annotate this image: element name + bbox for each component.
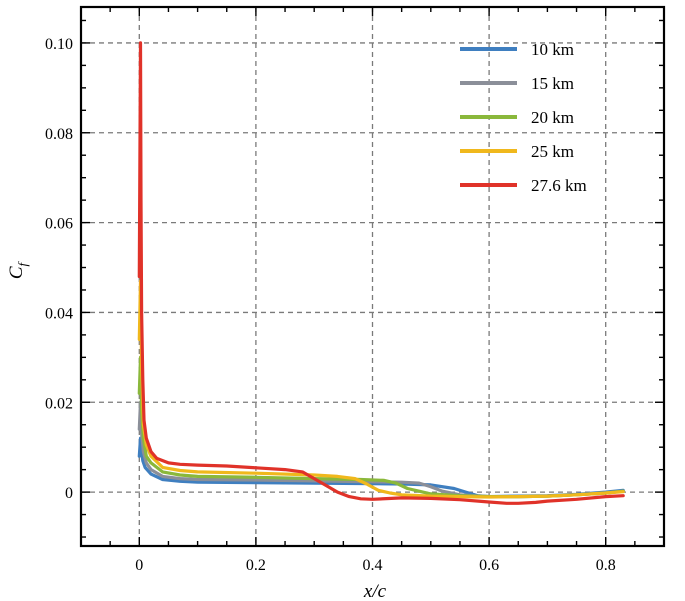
y-tick-label: 0.08 [45,126,73,143]
legend-label: 27.6 km [531,176,587,195]
plot-frame [79,5,666,548]
y-tick-label: 0 [65,485,73,502]
series-line-25-km [137,279,625,499]
grid [81,7,664,546]
y-tick-label: 0.04 [45,305,73,322]
x-tick-label: 0.6 [479,557,499,574]
series-lines [137,41,625,505]
series-line-10-km [137,436,625,499]
series-line-27-6-km [137,41,625,505]
legend-label: 25 km [531,142,574,161]
x-tick-labels: 0 0.2 0.4 0.6 0.8 [135,557,615,574]
x-axis-label: x/c [363,581,387,601]
legend-label: 15 km [531,74,574,93]
y-tick-label: 0.02 [45,395,73,412]
y-axis-label-subscript: f [15,260,30,266]
legend-label: 20 km [531,108,574,127]
y-tick-label: 0.06 [45,216,73,233]
legend-label: 10 km [531,40,574,59]
x-tick-label: 0.4 [363,557,383,574]
y-axis-label: Cf [6,260,30,279]
x-tick-label: 0 [135,557,143,574]
x-tick-label: 0.2 [246,557,266,574]
legend: 10 km 15 km 20 km 25 km 27.6 km [460,40,587,195]
x-tick-label: 0.8 [596,557,616,574]
series-line-20-km [137,355,625,499]
y-tick-label: 0.10 [45,36,73,53]
y-axis-label-main: C [6,266,27,279]
y-tick-labels: 0 0.02 0.04 0.06 0.08 0.10 [45,36,73,502]
axis-ticks [80,7,665,546]
